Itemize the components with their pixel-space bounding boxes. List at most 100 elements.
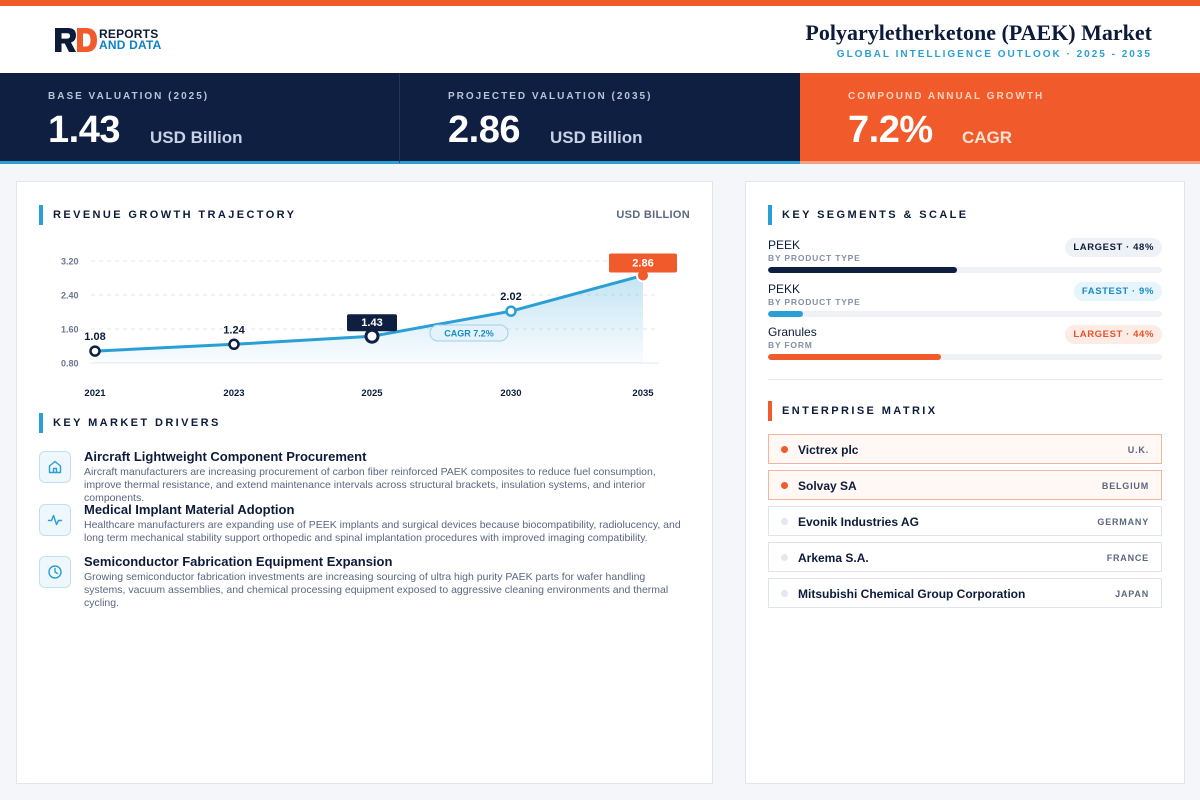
- revenue-heading: REVENUE GROWTH TRAJECTORY: [39, 205, 296, 225]
- y-tick-label: 0.80: [61, 359, 79, 369]
- data-label-box: [347, 314, 397, 332]
- segments-heading-text: KEY SEGMENTS & SCALE: [782, 209, 969, 221]
- segment-category: BY PRODUCT TYPE: [768, 253, 861, 263]
- segment-badge: LARGEST · 48%: [1065, 238, 1162, 257]
- segment-share-fill: [768, 311, 804, 317]
- revenue-unit: USD BILLION: [616, 209, 690, 221]
- kpi-value: 7.2%: [848, 109, 933, 151]
- segment-badge: LARGEST · 44%: [1065, 325, 1162, 344]
- heading-accent: [768, 205, 772, 225]
- status-dot-icon: [781, 518, 788, 525]
- segment-badge: FASTEST · 9%: [1073, 282, 1162, 301]
- company-country: BELGIUM: [1101, 481, 1149, 491]
- driver-description: Aircraft manufacturers are increasing pr…: [84, 466, 656, 504]
- section-divider: [768, 379, 1162, 380]
- x-tick-label: 2035: [632, 388, 654, 399]
- driver-title: Medical Implant Material Adoption: [84, 502, 295, 517]
- segment-category: BY PRODUCT TYPE: [768, 297, 861, 307]
- cagr-pill-label: CAGR 7.2%: [444, 329, 494, 339]
- company-country: JAPAN: [1115, 589, 1149, 599]
- status-dot-icon: [781, 554, 788, 561]
- enterprise-heading-text: ENTERPRISE MATRIX: [782, 405, 938, 417]
- segments-card: KEY SEGMENTS & SCALE PEEK BY PRODUCT TYP…: [745, 181, 1185, 784]
- logo-line-1: REPORTS: [99, 27, 159, 41]
- kpi-base-valuation: BASE VALUATION (2025) 1.43 USD Billion: [0, 73, 400, 164]
- data-label-box: [609, 253, 677, 273]
- company-name: Evonik Industries AG: [798, 515, 919, 529]
- segment-share-fill: [768, 267, 958, 273]
- revenue-chart[interactable]: 3.20 2.40 1.60 0.80 CAGR 7.2% 1.08 2021 1.24 20…: [37, 244, 677, 404]
- logo-line-2: AND DATA: [99, 38, 162, 52]
- enterprise-row[interactable]: Mitsubishi Chemical Group Corporation JA…: [768, 578, 1162, 608]
- company-name: Victrex plc: [798, 443, 859, 457]
- heading-accent: [768, 401, 772, 421]
- building-icon: [39, 451, 71, 483]
- page-header: REPORTS AND DATA Polyaryletherketone (PA…: [0, 6, 1200, 73]
- company-name: Solvay SA: [798, 479, 857, 493]
- cagr-pill: [429, 324, 509, 342]
- drivers-heading-text: KEY MARKET DRIVERS: [53, 417, 221, 429]
- y-tick-label: 2.40: [61, 291, 79, 301]
- kpi-label: BASE VALUATION (2025): [48, 91, 210, 102]
- company-country: GERMANY: [1097, 517, 1149, 527]
- x-tick-label: 2030: [500, 388, 521, 399]
- segment-category: BY FORM: [768, 340, 813, 350]
- x-tick-label: 2021: [84, 388, 106, 399]
- segment-name: Granules: [768, 325, 817, 339]
- segment-share-bar: [768, 311, 1162, 317]
- company-country: U.K.: [1127, 445, 1149, 455]
- company-name: Mitsubishi Chemical Group Corporation: [798, 587, 1026, 601]
- segment-share-bar: [768, 267, 1162, 273]
- logo-mark-icon: [55, 28, 97, 52]
- data-label: 2.86: [632, 257, 653, 269]
- kpi-label: PROJECTED VALUATION (2035): [448, 91, 653, 102]
- page-title: Polyaryletherketone (PAEK) Market: [805, 20, 1152, 45]
- clock-icon: [39, 556, 71, 588]
- driver-description: Healthcare manufacturers are expanding u…: [84, 519, 681, 544]
- kpi-unit: CAGR: [962, 128, 1013, 147]
- area-fill: [95, 275, 643, 363]
- enterprise-row[interactable]: Arkema S.A. FRANCE: [768, 542, 1162, 572]
- kpi-label: COMPOUND ANNUAL GROWTH: [848, 91, 1045, 102]
- drivers-heading: KEY MARKET DRIVERS: [39, 413, 221, 433]
- kpi-value: 1.43: [48, 109, 120, 151]
- enterprise-row[interactable]: Victrex plc U.K.: [768, 434, 1162, 464]
- data-label: 1.43: [361, 317, 382, 329]
- page-subtitle: GLOBAL INTELLIGENCE OUTLOOK · 2025 - 203…: [836, 49, 1152, 60]
- kpi-value: 2.86: [448, 109, 520, 151]
- kpi-strip: BASE VALUATION (2025) 1.43 USD Billion P…: [0, 73, 1200, 164]
- kpi-cagr: COMPOUND ANNUAL GROWTH 7.2% CAGR: [800, 73, 1200, 164]
- driver-title: Aircraft Lightweight Component Procureme…: [84, 449, 367, 464]
- segment-share-fill: [768, 354, 942, 360]
- segment-name: PEKK: [768, 282, 801, 296]
- data-point[interactable]: [228, 338, 240, 351]
- top-accent-bar: [0, 0, 1200, 6]
- enterprise-heading: ENTERPRISE MATRIX: [768, 401, 938, 421]
- logo-text: REPORTS AND DATA: [99, 27, 162, 52]
- driver-description: Growing semiconductor fabrication invest…: [84, 571, 669, 609]
- enterprise-row[interactable]: Evonik Industries AG GERMANY: [768, 506, 1162, 536]
- revenue-card: REVENUE GROWTH TRAJECTORY USD BILLION 3.…: [16, 181, 713, 784]
- data-point[interactable]: [505, 305, 517, 317]
- data-label: 1.24: [223, 324, 245, 336]
- brand-logo[interactable]: REPORTS AND DATA: [55, 28, 161, 52]
- enterprise-row[interactable]: Solvay SA BELGIUM: [768, 470, 1162, 500]
- heading-accent: [39, 205, 43, 225]
- kpi-unit: USD Billion: [550, 128, 643, 147]
- company-name: Arkema S.A.: [798, 551, 869, 565]
- data-point[interactable]: [364, 328, 380, 344]
- status-dot-icon: [781, 446, 788, 453]
- kpi-unit: USD Billion: [150, 128, 243, 147]
- segments-heading: KEY SEGMENTS & SCALE: [768, 205, 969, 225]
- segment-name: PEEK: [768, 238, 801, 252]
- data-point[interactable]: [89, 345, 101, 357]
- revenue-heading-text: REVENUE GROWTH TRAJECTORY: [53, 209, 297, 221]
- x-tick-label: 2023: [223, 388, 244, 399]
- x-tick-label: 2025: [361, 388, 383, 399]
- driver-title: Semiconductor Fabrication Equipment Expa…: [84, 554, 393, 569]
- company-country: FRANCE: [1106, 553, 1149, 563]
- heading-accent: [39, 413, 43, 433]
- pulse-icon: [39, 504, 71, 536]
- data-label: 1.08: [84, 331, 105, 343]
- y-tick-label: 3.20: [61, 257, 79, 267]
